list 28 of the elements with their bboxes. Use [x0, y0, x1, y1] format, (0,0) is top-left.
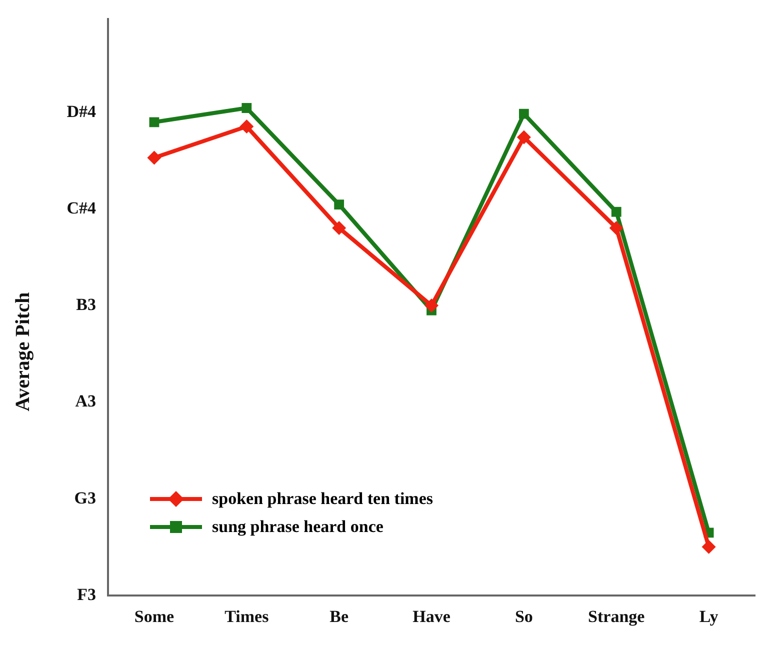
point	[149, 117, 160, 128]
point	[518, 108, 529, 119]
text: C#4	[66, 198, 96, 218]
x-tick-label: Times	[224, 607, 270, 626]
legend-label: spoken phrase heard ten times	[212, 489, 434, 509]
point	[242, 103, 252, 113]
x-tick-label: Ly	[699, 607, 719, 626]
text: B3	[76, 295, 96, 314]
point	[147, 150, 162, 165]
point	[702, 540, 716, 554]
point	[424, 298, 438, 312]
point	[334, 200, 344, 210]
text: A3	[75, 392, 96, 411]
x-tick-label: So	[514, 607, 533, 626]
point	[609, 220, 624, 235]
point	[332, 220, 346, 235]
x-tick-label: Strange	[588, 607, 646, 626]
point	[240, 120, 254, 134]
legend-label: sung phrase heard once	[212, 517, 384, 537]
x-tick-label: Some	[134, 607, 174, 626]
y-axis-title: Average Pitch	[12, 292, 34, 412]
x-tick-label: Have	[412, 607, 451, 626]
point	[611, 206, 622, 217]
x-tick-label: Be	[330, 607, 349, 626]
text: D#4	[66, 102, 96, 121]
text: F3	[77, 584, 96, 604]
point	[516, 130, 531, 144]
text: G3	[74, 488, 96, 508]
